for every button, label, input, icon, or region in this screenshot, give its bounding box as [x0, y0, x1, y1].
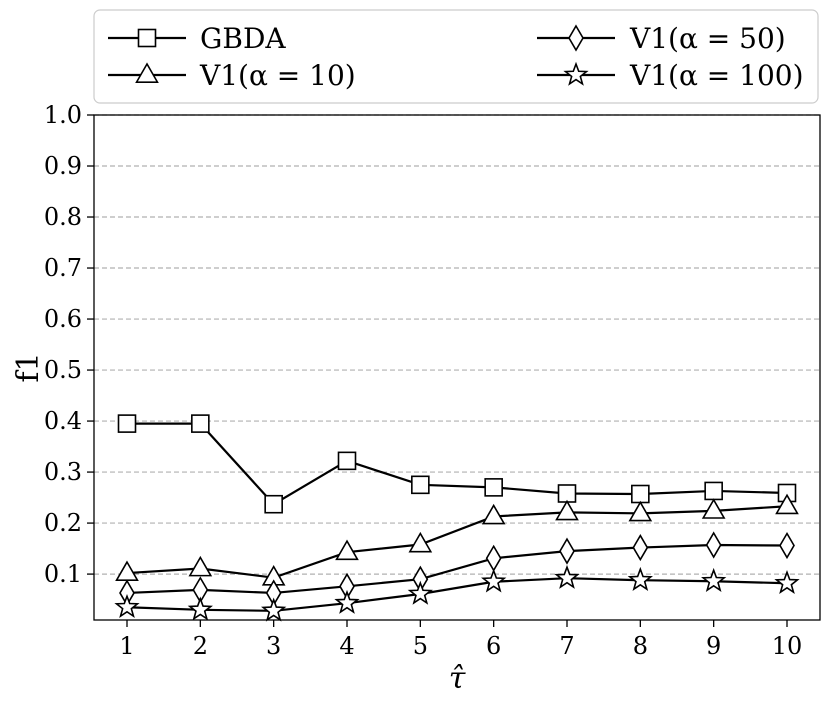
- data-point-star: [187, 596, 213, 621]
- legend-label: V1(α = 50): [629, 22, 786, 55]
- legend-item: V1(α = 100): [537, 59, 804, 92]
- series-square: [117, 414, 797, 514]
- x-tick-label: 3: [266, 632, 281, 660]
- series-line: [126, 543, 788, 595]
- data-point-star: [774, 569, 800, 595]
- y-tick-label: 0.3: [44, 458, 82, 486]
- x-tick-label: 10: [772, 632, 803, 660]
- series-diamond: [119, 531, 795, 607]
- y-axis-label: f1: [11, 352, 46, 382]
- data-point-star: [554, 564, 580, 589]
- data-point-diamond: [779, 531, 795, 560]
- legend-item: V1(α = 50): [537, 22, 786, 55]
- data-point-diamond: [485, 544, 502, 572]
- y-tick-label: 0.2: [44, 509, 82, 537]
- data-point-star: [114, 593, 140, 619]
- legend: GBDA V1(α = 10) V1(α = 50) V1(α = 100): [93, 9, 819, 104]
- data-point-diamond: [559, 537, 575, 565]
- data-point-square: [411, 475, 430, 495]
- legend-item: V1(α = 10): [108, 59, 356, 92]
- legend-marker-star: [563, 61, 589, 86]
- data-point-square: [264, 494, 283, 514]
- y-tick-label: 0.7: [44, 254, 82, 282]
- y-tick-label: 0.8: [44, 203, 82, 231]
- data-point-square: [631, 484, 650, 504]
- data-point-triangle: [775, 493, 799, 515]
- legend-label: V1(α = 10): [199, 59, 356, 92]
- x-tick-label: 9: [706, 632, 721, 660]
- x-tick-label: 6: [486, 632, 501, 660]
- y-tick-label: 0.6: [44, 305, 82, 333]
- data-point-diamond: [632, 533, 649, 562]
- data-point-square: [117, 414, 137, 433]
- y-tick-label: 1.0: [44, 101, 82, 129]
- data-point-triangle: [188, 555, 213, 577]
- y-tick-label: 0.5: [44, 356, 82, 384]
- series-line: [126, 577, 788, 612]
- x-tick-label: 8: [633, 632, 648, 660]
- data-point-square: [484, 478, 503, 497]
- data-point-star: [627, 566, 653, 591]
- y-tick-label: 0.1: [44, 560, 82, 588]
- data-point-triangle: [335, 539, 359, 561]
- data-point-square: [704, 481, 723, 501]
- data-point-star: [261, 597, 287, 622]
- plot-frame: [93, 114, 821, 621]
- series-triangle: [115, 493, 799, 586]
- x-tick-label: 5: [413, 632, 428, 660]
- data-point-diamond: [705, 531, 722, 559]
- series-star: [114, 564, 800, 622]
- data-point-star: [334, 589, 360, 614]
- data-point-triangle: [555, 499, 579, 521]
- data-point-triangle: [701, 498, 726, 519]
- legend-label: V1(α = 100): [629, 59, 804, 92]
- data-point-star: [481, 568, 507, 593]
- y-tick-label: 0.4: [44, 407, 82, 435]
- y-tick-label: 0.9: [44, 152, 82, 180]
- data-point-square: [557, 484, 577, 503]
- legend-label: GBDA: [200, 22, 286, 55]
- legend-marker-triangle: [135, 62, 159, 83]
- data-point-triangle: [408, 531, 433, 553]
- data-point-star: [701, 567, 727, 592]
- data-point-square: [337, 451, 357, 471]
- legend-item: GBDA: [108, 22, 286, 55]
- legend-marker-diamond: [568, 24, 584, 52]
- legend-marker-square: [137, 28, 157, 48]
- series-line: [126, 505, 788, 579]
- legend-box: [93, 9, 819, 104]
- x-tick-label: 4: [339, 632, 354, 660]
- data-point-triangle: [115, 560, 139, 582]
- data-point-triangle: [481, 503, 506, 525]
- data-point-triangle: [628, 500, 653, 522]
- x-tick-label: 2: [193, 632, 208, 660]
- series-line: [127, 422, 788, 506]
- data-point-star: [407, 580, 433, 605]
- x-tick-label: 7: [559, 632, 574, 660]
- x-axis-label: τ̂: [449, 661, 466, 696]
- data-point-square: [191, 414, 210, 433]
- x-tick-label: 1: [119, 632, 134, 660]
